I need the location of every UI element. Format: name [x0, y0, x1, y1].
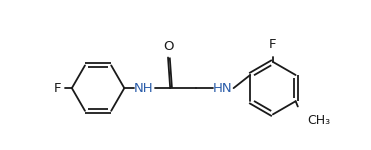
Text: F: F: [54, 82, 61, 95]
Text: CH₃: CH₃: [308, 114, 331, 127]
Text: HN: HN: [213, 82, 233, 95]
Text: F: F: [269, 38, 277, 51]
Text: O: O: [163, 40, 173, 53]
Text: NH: NH: [134, 82, 154, 95]
